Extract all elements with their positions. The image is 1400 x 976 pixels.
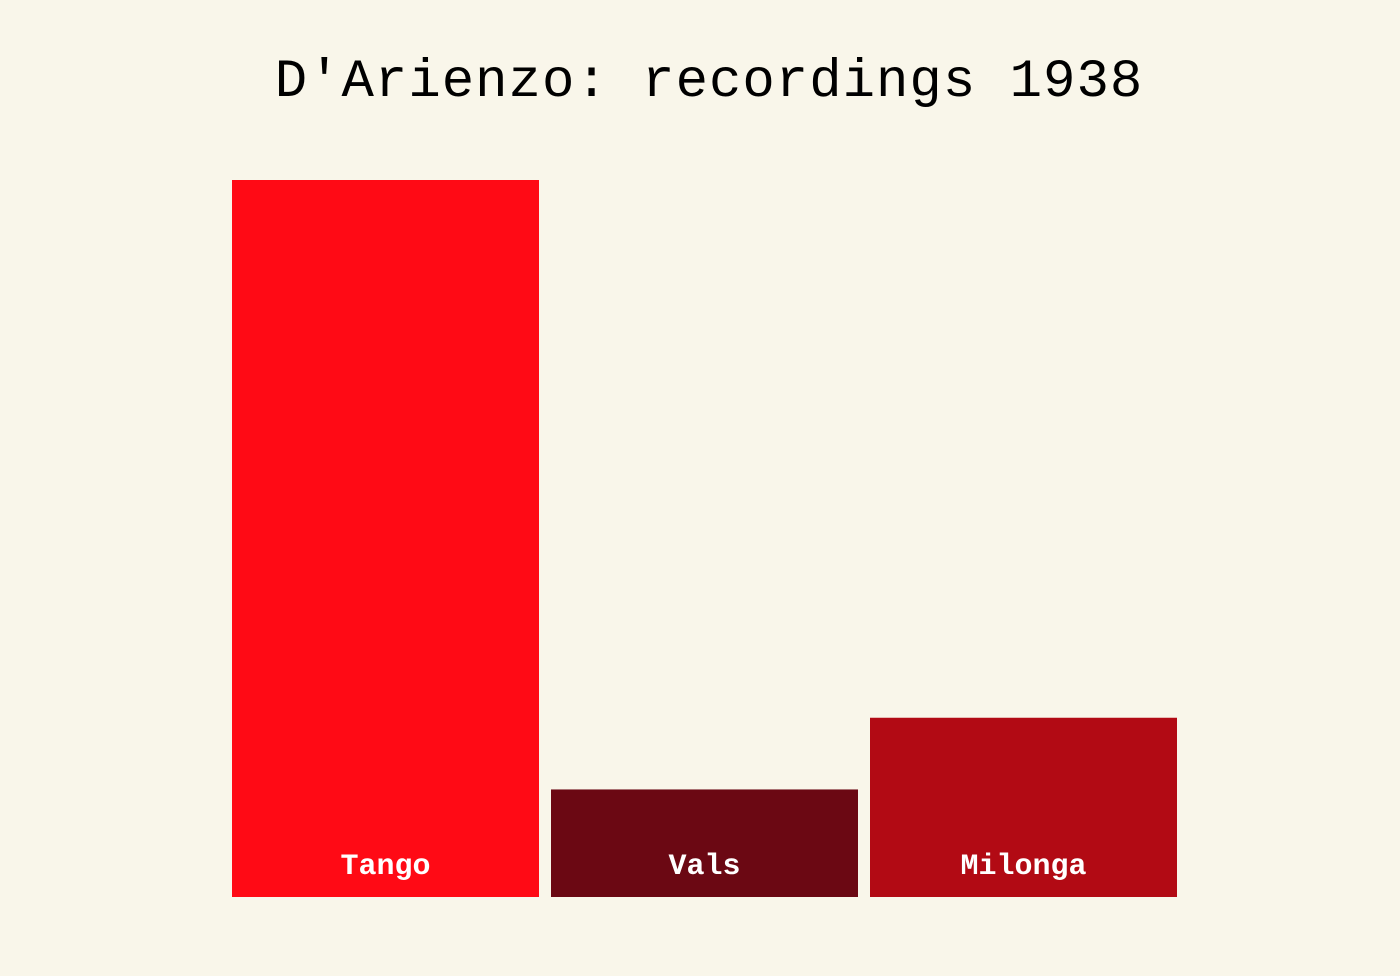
bar-label-tango: Tango (340, 850, 430, 884)
chart-title: D'Arienzo: recordings 1938 (274, 52, 1144, 113)
bar-milonga (870, 717, 1177, 897)
bar-label-milonga: Milonga (960, 850, 1086, 884)
bar-vals (551, 789, 858, 897)
bar-tango (232, 180, 539, 897)
bar-label-vals: Vals (668, 850, 740, 884)
